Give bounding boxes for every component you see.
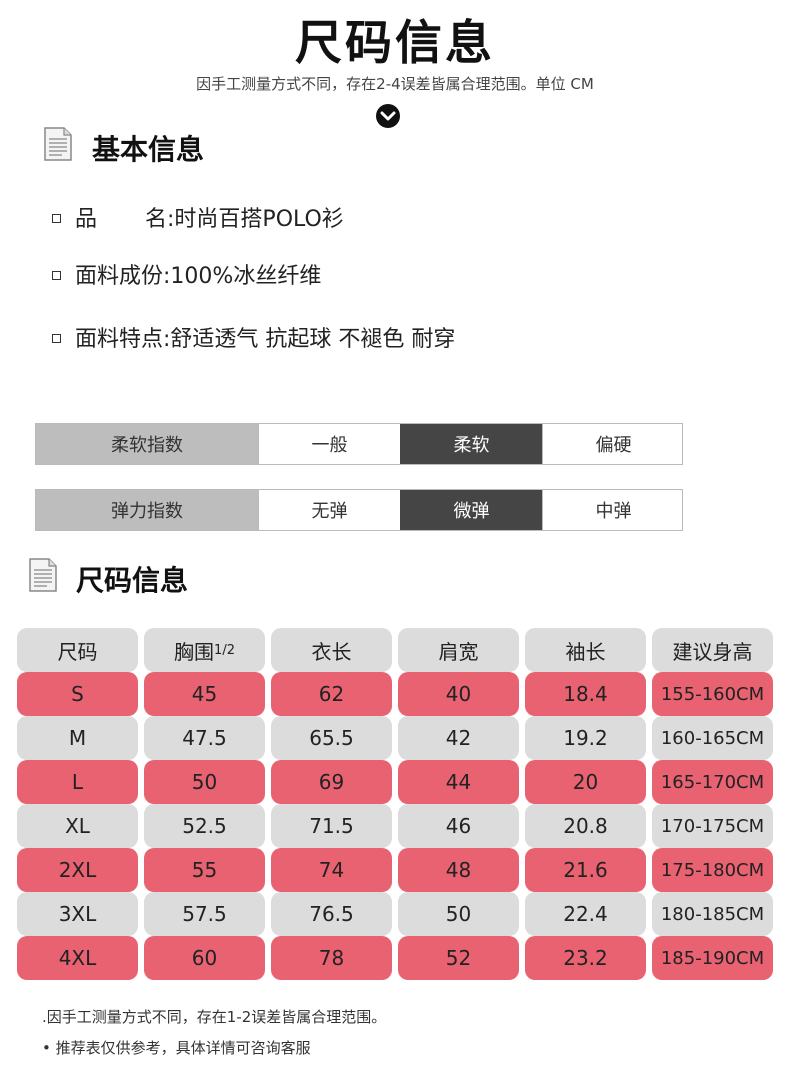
table-cell: L [17,760,138,804]
checkbox-bullet-icon [52,333,61,343]
page-title: 尺码信息 [295,16,495,71]
info-label: 面料特点: [75,327,171,352]
index-option-selected: 微弹 [400,490,542,530]
index-name: 柔软指数 [36,424,258,464]
basic-info-title: 基本信息 [92,133,205,166]
measurement-subtitle: 因手工测量方式不同，存在2-4误差皆属合理范围。单位 CM [196,75,594,93]
table-cell: 45 [144,672,265,716]
table-cell: 160-165CM [652,716,773,760]
table-cell: 46 [398,804,519,848]
info-label: 名: [145,207,175,232]
info-fabric: 面料成份:100%冰丝纤维 [52,258,321,290]
softness-index-row: 柔软指数 一般 柔软 偏硬 [35,423,683,465]
info-product-name: 品 名:时尚百搭POLO衫 [52,201,344,233]
note-error-range: .因手工测量方式不同，存在1-2误差皆属合理范围。 [42,1008,387,1026]
table-cell: 78 [271,936,392,980]
table-cell: 42 [398,716,519,760]
info-value: 100%冰丝纤维 [170,264,322,289]
table-cell: 4XL [17,936,138,980]
table-cell: 74 [271,848,392,892]
table-cell: S [17,672,138,716]
table-cell: 170-175CM [652,804,773,848]
index-option: 中弹 [542,490,684,530]
table-cell: 2XL [17,848,138,892]
column-header-length: 衣长 [271,628,392,672]
table-cell: 180-185CM [652,892,773,936]
index-option-selected: 柔软 [400,424,542,464]
table-cell: 23.2 [525,936,646,980]
index-name: 弹力指数 [36,490,258,530]
table-cell: 69 [271,760,392,804]
table-cell: 50 [144,760,265,804]
table-cell: 44 [398,760,519,804]
table-cell: 76.5 [271,892,392,936]
info-value: 舒适透气 抗起球 不褪色 耐穿 [170,327,456,352]
table-cell: 48 [398,848,519,892]
info-label: 面料成份: [75,264,171,289]
table-cell: 40 [398,672,519,716]
table-cell: 62 [271,672,392,716]
column-header-shoulder: 肩宽 [398,628,519,672]
table-cell: 165-170CM [652,760,773,804]
chest-frac: /2 [222,642,235,658]
column-header-sleeve: 袖长 [525,628,646,672]
table-cell: 18.4 [525,672,646,716]
table-cell: 50 [398,892,519,936]
info-features: 面料特点:舒适透气 抗起球 不褪色 耐穿 [52,321,455,353]
table-cell: 55 [144,848,265,892]
chest-sup: 1 [214,642,223,658]
table-cell: 185-190CM [652,936,773,980]
index-option: 一般 [258,424,400,464]
chevron-down-icon [376,104,400,128]
table-cell: 52 [398,936,519,980]
document-icon [44,127,72,161]
document-icon [29,558,57,592]
note-reference: • 推荐表仅供参考，具体详情可咨询客服 [42,1039,311,1057]
table-cell: 21.6 [525,848,646,892]
info-label: 品 [75,207,98,232]
column-header-size: 尺码 [17,628,138,672]
table-cell: 3XL [17,892,138,936]
size-info-title: 尺码信息 [76,564,189,597]
column-header-height: 建议身高 [652,628,773,672]
checkbox-bullet-icon [52,270,61,280]
checkbox-bullet-icon [52,213,61,223]
table-cell: 155-160CM [652,672,773,716]
table-cell: 175-180CM [652,848,773,892]
table-cell: 47.5 [144,716,265,760]
index-option: 偏硬 [542,424,684,464]
table-cell: XL [17,804,138,848]
table-cell: 60 [144,936,265,980]
column-header-chest: 胸围 1/2 [144,628,265,672]
table-cell: 19.2 [525,716,646,760]
table-cell: 57.5 [144,892,265,936]
table-cell: 65.5 [271,716,392,760]
table-cell: M [17,716,138,760]
chest-label: 胸围 [174,639,215,664]
table-cell: 20 [525,760,646,804]
table-cell: 52.5 [144,804,265,848]
table-cell: 71.5 [271,804,392,848]
table-cell: 20.8 [525,804,646,848]
table-cell: 22.4 [525,892,646,936]
index-option: 无弹 [258,490,400,530]
info-value: 时尚百搭POLO衫 [174,207,344,232]
elasticity-index-row: 弹力指数 无弹 微弹 中弹 [35,489,683,531]
